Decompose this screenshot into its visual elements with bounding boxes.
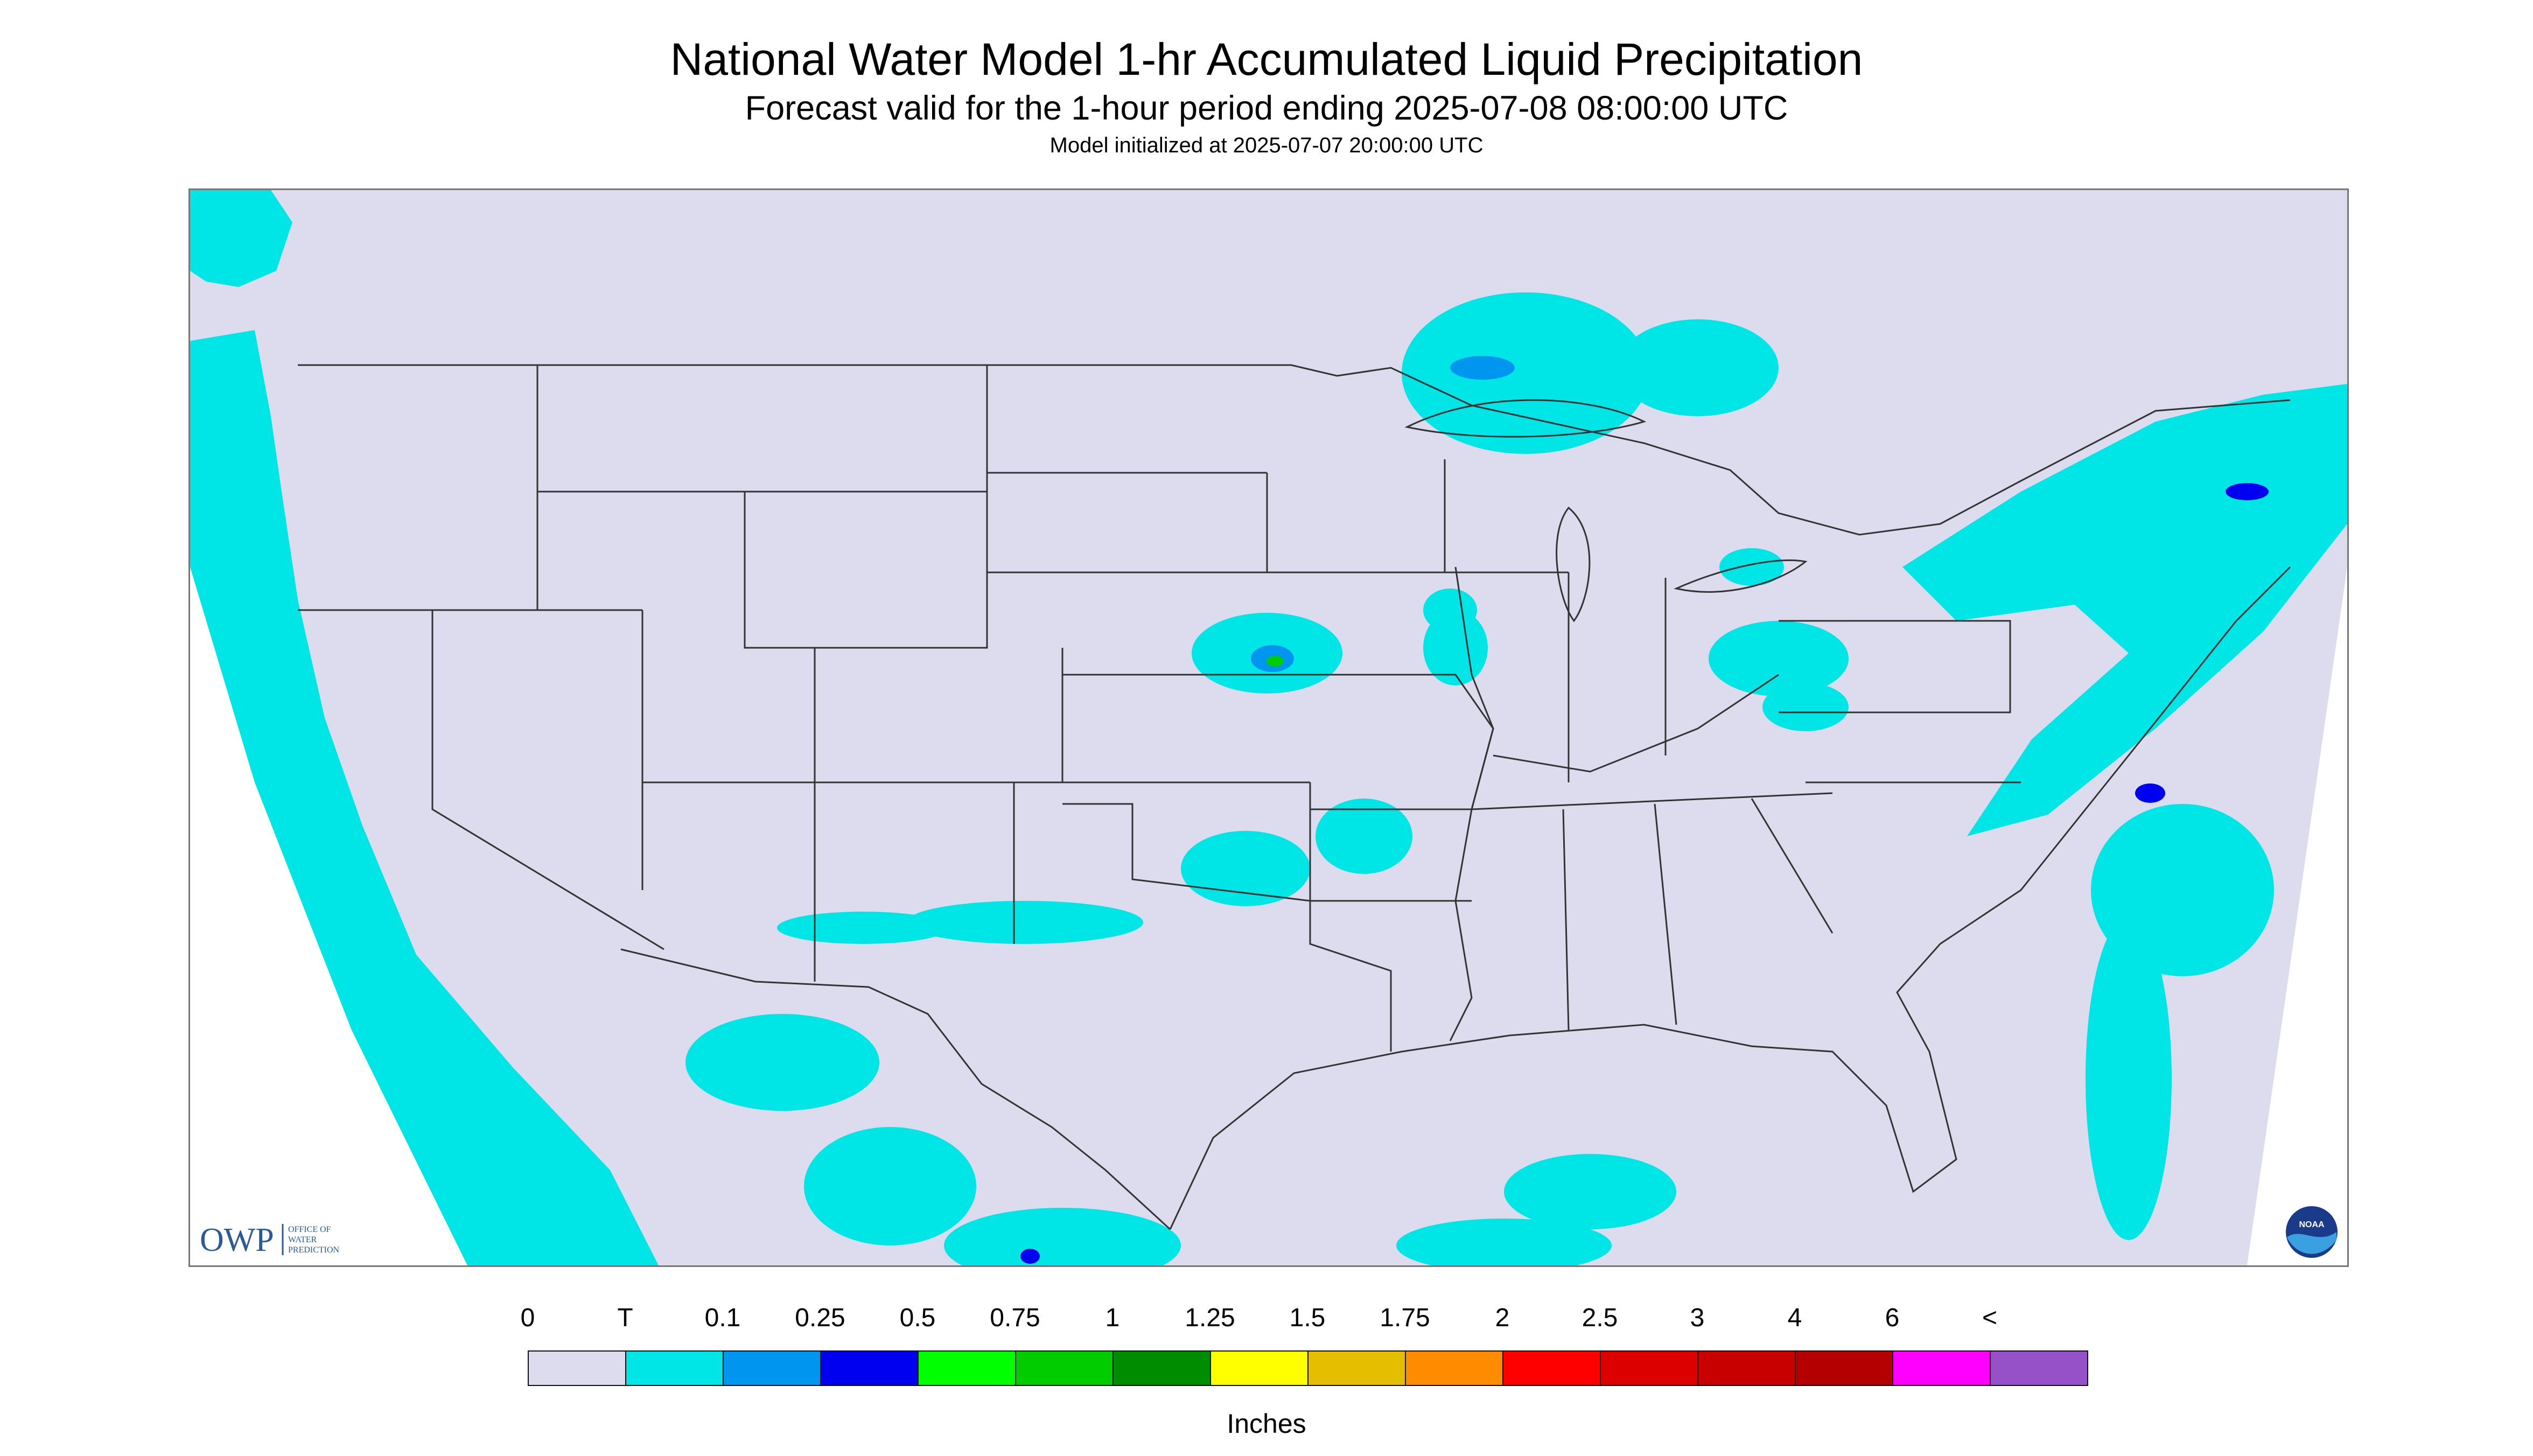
map-subtitle: Forecast valid for the 1-hour period end…	[745, 89, 1788, 127]
mn-ia-line	[1266, 473, 1445, 573]
precipitation-map: OWP OFFICE OF WATER PREDICTION NOAA	[188, 188, 2349, 1267]
ozarks-precip	[1316, 799, 1412, 874]
upper-midwest-precip	[1402, 292, 1649, 454]
legend-label: 4	[1787, 1304, 1802, 1332]
colorbar-swatch	[1697, 1350, 1796, 1386]
illinois-precip	[1423, 610, 1488, 685]
ok-panhandle	[1062, 803, 1311, 902]
colorbar-swatch	[820, 1350, 919, 1386]
west-virginia-precip	[1762, 683, 1849, 731]
colorbar-swatch	[1112, 1350, 1211, 1386]
nw-corner-precip	[190, 190, 292, 287]
colorbar-swatch	[1210, 1350, 1309, 1386]
legend-label: 0.5	[899, 1304, 936, 1332]
al-ga-line	[1654, 803, 1677, 1025]
legend-label: 0.25	[795, 1304, 845, 1332]
lake-superior	[1404, 399, 1647, 438]
legend-label: T	[617, 1304, 633, 1332]
ohio-valley-precip	[1709, 621, 1849, 696]
legend-label: 0.75	[990, 1304, 1040, 1332]
ga-sc-line	[1751, 798, 1834, 934]
ohio-river	[1493, 674, 1779, 773]
boundaries	[298, 364, 2291, 1230]
legend-labels: 0 T 0.1 0.25 0.5 0.75 1 1.25 1.5 1.75 2 2.5 3 4 6 <	[0, 1302, 2533, 1334]
colorbar-swatch	[1600, 1350, 1698, 1386]
nm-precip	[777, 912, 949, 944]
model-init-time: Model initialized at 2025-07-07 20:00:00…	[1049, 134, 1484, 157]
colorbar-swatch	[528, 1350, 626, 1386]
new-england-heavy	[2226, 483, 2269, 500]
colorbar-swatch	[1502, 1350, 1601, 1386]
owp-logo: OWP OFFICE OF WATER PREDICTION	[200, 1222, 340, 1258]
map-title: National Water Model 1-hr Accumulated Li…	[670, 34, 1863, 85]
northern-mexico-precip	[804, 1127, 976, 1245]
tx-east	[1309, 782, 1392, 1052]
pacific-offshore-band	[352, 987, 578, 1265]
legend-label: 6	[1885, 1304, 1900, 1332]
legend-label: 1.5	[1289, 1304, 1326, 1332]
map-canvas: OWP OFFICE OF WATER PREDICTION NOAA	[190, 190, 2347, 1265]
atlantic-offshore-precip	[2086, 917, 2172, 1240]
model-domain	[190, 190, 2347, 1265]
legend-label: 0	[520, 1304, 535, 1332]
legend-label: 1.25	[1185, 1304, 1235, 1332]
mexico-heavy	[1020, 1249, 1040, 1264]
gulf-coast	[1169, 566, 2291, 1230]
lake-erie	[1674, 559, 1808, 593]
wi-lines	[1444, 459, 1569, 573]
desert-sw-precip	[685, 1014, 879, 1111]
yucatan-channel-precip	[1396, 1219, 1612, 1265]
colorbar-swatch	[625, 1350, 724, 1386]
ca-border	[431, 610, 664, 950]
ms-al-line	[1562, 809, 1570, 1031]
owp-mark: OWP	[200, 1222, 274, 1258]
iowa-green-cell	[1266, 656, 1284, 667]
atlantic-heavy	[2135, 783, 2165, 803]
colorbar-swatch	[1015, 1350, 1114, 1386]
legend-label: <	[1982, 1304, 1998, 1332]
upper-midwest-heavy	[1450, 356, 1515, 380]
sierra-madre-precip	[944, 1208, 1181, 1265]
colorbar	[528, 1350, 2088, 1386]
legend-label: 2.5	[1582, 1304, 1618, 1332]
lake-michigan	[1556, 506, 1591, 622]
legend-label: 3	[1690, 1304, 1705, 1332]
precip-trace-areas	[190, 190, 2347, 1265]
colorbar-swatch	[1307, 1350, 1406, 1386]
owp-text-line-2: WATER	[288, 1235, 317, 1244]
owp-text-line-3: PREDICTION	[288, 1245, 340, 1255]
gulf-precip	[1504, 1154, 1676, 1229]
noaa-logo: NOAA	[2286, 1206, 2338, 1258]
tn-line	[1471, 792, 1833, 810]
title-block: National Water Model 1-hr Accumulated Li…	[0, 32, 2533, 159]
legend-label: 1	[1105, 1304, 1120, 1332]
southern-plains-precip	[906, 901, 1143, 944]
noaa-mark: NOAA	[2299, 1220, 2325, 1229]
legend-label: 2	[1495, 1304, 1510, 1332]
legend-label: 0.1	[704, 1304, 741, 1332]
great-lakes-small-precip	[1719, 548, 1784, 586]
colorbar-swatch	[1795, 1350, 1893, 1386]
precip-heavy-cells	[1020, 356, 2269, 1264]
colorbar-swatch	[1892, 1350, 1991, 1386]
colorbar-swatch	[918, 1350, 1016, 1386]
oklahoma-precip	[1181, 831, 1310, 906]
colorbar-swatch	[1405, 1350, 1503, 1386]
lake-superior-precip	[1617, 319, 1779, 416]
owp-text-line-1: OFFICE OF	[288, 1225, 331, 1234]
legend-units: Inches	[1227, 1409, 1306, 1439]
colorbar-swatch	[723, 1350, 821, 1386]
colorbar-swatch	[1990, 1350, 2088, 1386]
pa-box	[1779, 620, 2011, 713]
legend-label: 1.75	[1380, 1304, 1430, 1332]
canada-border	[298, 364, 2291, 536]
mexico-border	[620, 948, 1171, 1230]
